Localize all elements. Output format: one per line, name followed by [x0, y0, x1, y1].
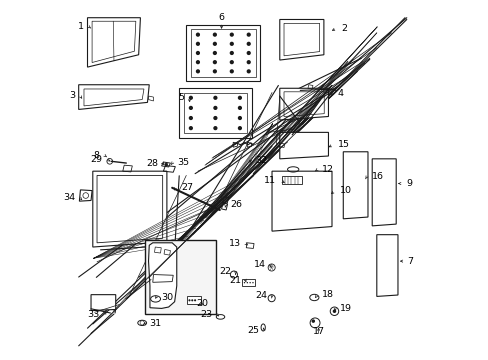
- Text: 15: 15: [337, 140, 349, 149]
- Circle shape: [195, 51, 200, 55]
- Circle shape: [237, 96, 242, 100]
- Circle shape: [311, 319, 314, 323]
- Bar: [241, 279, 255, 286]
- Bar: [145, 240, 215, 314]
- Text: 2: 2: [341, 24, 347, 33]
- Polygon shape: [79, 85, 149, 109]
- Circle shape: [164, 163, 167, 166]
- Text: 34: 34: [63, 193, 75, 202]
- Text: 30: 30: [161, 293, 173, 302]
- Text: 23: 23: [200, 310, 212, 319]
- Circle shape: [246, 60, 250, 64]
- Text: 35: 35: [177, 158, 189, 167]
- Polygon shape: [87, 18, 140, 67]
- Circle shape: [229, 60, 233, 64]
- Text: 32: 32: [255, 156, 266, 165]
- Circle shape: [188, 116, 193, 120]
- Text: 4: 4: [337, 89, 343, 98]
- Polygon shape: [376, 235, 397, 296]
- Circle shape: [191, 299, 193, 301]
- Circle shape: [237, 116, 242, 120]
- Circle shape: [195, 42, 200, 46]
- Circle shape: [246, 51, 250, 55]
- Circle shape: [195, 60, 200, 64]
- Polygon shape: [279, 132, 328, 159]
- Circle shape: [332, 310, 336, 313]
- Text: 16: 16: [371, 172, 383, 181]
- Text: 7: 7: [406, 257, 412, 266]
- Circle shape: [188, 126, 193, 130]
- Circle shape: [213, 96, 217, 100]
- Circle shape: [213, 106, 217, 110]
- Circle shape: [237, 126, 242, 130]
- Circle shape: [229, 42, 233, 46]
- Text: 29: 29: [90, 155, 102, 164]
- Text: 31: 31: [149, 319, 161, 328]
- Bar: [186, 296, 201, 304]
- Text: 10: 10: [339, 186, 351, 195]
- Text: 21: 21: [228, 276, 241, 285]
- Text: 8: 8: [94, 151, 100, 160]
- Circle shape: [246, 282, 247, 283]
- Text: 11: 11: [264, 176, 276, 185]
- Text: 22: 22: [219, 267, 231, 276]
- Text: 20: 20: [196, 299, 208, 308]
- Polygon shape: [148, 243, 176, 309]
- Circle shape: [212, 69, 217, 73]
- Circle shape: [246, 69, 250, 73]
- Polygon shape: [79, 190, 92, 201]
- Text: 19: 19: [339, 304, 351, 313]
- Text: 33: 33: [87, 310, 100, 319]
- Text: 25: 25: [247, 327, 259, 336]
- Circle shape: [237, 106, 242, 110]
- Polygon shape: [91, 294, 116, 311]
- Text: 6: 6: [218, 13, 224, 22]
- Text: 9: 9: [406, 179, 412, 188]
- Circle shape: [212, 60, 217, 64]
- Text: 27: 27: [181, 183, 193, 192]
- Circle shape: [195, 32, 200, 37]
- Circle shape: [246, 32, 250, 37]
- Circle shape: [249, 282, 250, 283]
- Text: 24: 24: [255, 291, 267, 300]
- Circle shape: [195, 69, 200, 73]
- Polygon shape: [279, 19, 323, 60]
- Circle shape: [212, 32, 217, 37]
- Circle shape: [188, 106, 193, 110]
- Text: 1: 1: [78, 22, 84, 31]
- Text: 14: 14: [253, 260, 265, 269]
- Text: 26: 26: [230, 200, 242, 209]
- Text: 17: 17: [312, 327, 324, 336]
- Circle shape: [212, 42, 217, 46]
- Polygon shape: [93, 171, 166, 247]
- Circle shape: [246, 42, 250, 46]
- Circle shape: [213, 116, 217, 120]
- Text: 13: 13: [228, 239, 241, 248]
- Polygon shape: [371, 159, 395, 226]
- Circle shape: [188, 96, 193, 100]
- Circle shape: [252, 282, 253, 283]
- Bar: [282, 176, 301, 184]
- Text: 3: 3: [69, 91, 75, 100]
- Text: 5: 5: [178, 93, 184, 102]
- Circle shape: [229, 51, 233, 55]
- Circle shape: [212, 51, 217, 55]
- Polygon shape: [186, 25, 260, 81]
- Circle shape: [188, 299, 190, 301]
- Polygon shape: [179, 88, 251, 138]
- Circle shape: [229, 69, 233, 73]
- Polygon shape: [271, 171, 331, 231]
- Text: 28: 28: [146, 158, 158, 167]
- Text: 12: 12: [322, 165, 333, 174]
- Circle shape: [194, 299, 196, 301]
- Circle shape: [213, 126, 217, 130]
- Text: 18: 18: [322, 290, 333, 299]
- Polygon shape: [343, 152, 367, 219]
- Polygon shape: [279, 88, 328, 120]
- Circle shape: [229, 32, 233, 37]
